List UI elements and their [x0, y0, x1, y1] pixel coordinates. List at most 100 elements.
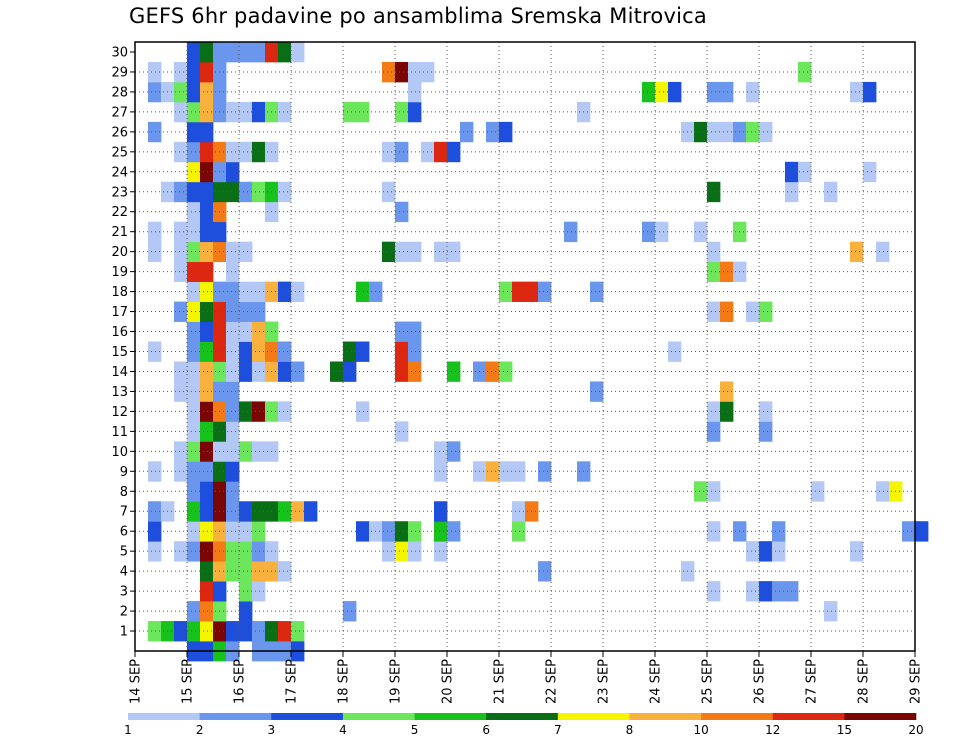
heatmap-cell — [239, 101, 253, 123]
heatmap-cell — [850, 81, 864, 103]
heatmap-cell — [408, 361, 422, 382]
heatmap-cell — [200, 601, 214, 622]
heatmap-cell — [187, 601, 201, 622]
heatmap-cell — [707, 81, 721, 103]
heatmap-cell — [148, 501, 162, 522]
legend-label: 10 — [693, 723, 708, 737]
heatmap-cell — [200, 361, 214, 382]
heatmap-cell — [239, 581, 253, 602]
heatmap-cell — [239, 42, 253, 63]
legend-label: 15 — [837, 723, 852, 737]
y-tick-label: 8 — [120, 485, 128, 500]
x-tick-label: 14 SEP — [129, 659, 144, 704]
heatmap-cell — [239, 561, 253, 582]
heatmap-cell — [148, 341, 162, 362]
heatmap-cell — [187, 501, 201, 522]
heatmap-cell — [187, 481, 201, 502]
heatmap-cell — [538, 561, 552, 582]
heatmap-cell — [902, 521, 916, 542]
heatmap-cell — [200, 401, 214, 422]
heatmap-cell — [499, 121, 513, 143]
heatmap-cell — [187, 161, 201, 183]
x-tick-label: 19 SEP — [389, 659, 404, 704]
heatmap-cell — [707, 181, 721, 203]
ticks-layer: 1234567891011121314151617181920212223242… — [111, 45, 923, 704]
heatmap-cell — [174, 241, 188, 263]
heatmap-cell — [707, 581, 721, 602]
heatmap-cell — [759, 581, 773, 602]
heatmap-cell — [239, 501, 253, 522]
heatmap-cell — [291, 281, 305, 302]
x-tick-label: 17 SEP — [285, 659, 300, 704]
y-tick-label: 20 — [111, 245, 128, 260]
heatmap-cell — [707, 121, 721, 143]
heatmap-cell — [395, 101, 409, 123]
heatmap-cell — [564, 221, 578, 243]
heatmap-cell — [486, 461, 500, 482]
heatmap-cell — [174, 621, 188, 642]
heatmap-cell — [278, 341, 292, 362]
heatmap-cell — [239, 181, 253, 203]
heatmap-cell — [174, 441, 188, 462]
heatmap-cell — [395, 201, 409, 223]
heatmap-cell — [499, 361, 513, 382]
heatmap-cell — [590, 281, 604, 302]
heatmap-cell — [226, 321, 240, 342]
heatmap-cell — [512, 461, 526, 482]
heatmap-cell — [239, 141, 253, 163]
heatmap-cell — [395, 321, 409, 342]
heatmap-cell — [200, 101, 214, 123]
heatmap-cell — [434, 501, 448, 522]
heatmap-cell — [187, 241, 201, 263]
x-tick-label: 27 SEP — [805, 659, 820, 704]
heatmap-cell — [226, 141, 240, 163]
heatmap-cell — [187, 281, 201, 302]
heatmap-cell — [330, 361, 344, 382]
heatmap-cell — [434, 541, 448, 562]
legend-swatch — [342, 713, 415, 720]
heatmap-cell — [590, 381, 604, 402]
heatmap-cell — [408, 101, 422, 123]
heatmap-cell — [278, 501, 292, 522]
heatmap-cell — [356, 521, 370, 542]
heatmap-cell — [187, 42, 201, 63]
heatmap-cell — [226, 281, 240, 302]
legend-label: 1 — [124, 723, 132, 737]
heatmap-cell — [382, 181, 396, 203]
heatmap-cell — [915, 521, 929, 542]
heatmap-cell — [252, 141, 266, 163]
heatmap-cell — [798, 161, 812, 183]
heatmap-cell — [694, 481, 708, 502]
heatmap-cell — [239, 301, 253, 322]
heatmap-cell — [382, 521, 396, 542]
legend-label: 3 — [267, 723, 275, 737]
grid-layer — [135, 42, 915, 651]
heatmap-cell — [408, 541, 422, 562]
heatmap-cell — [239, 281, 253, 302]
heatmap-cell — [187, 301, 201, 322]
heatmap-cell — [759, 421, 773, 442]
legend-label: 12 — [765, 723, 780, 737]
heatmap-cell — [395, 421, 409, 442]
heatmap-cell — [395, 141, 409, 163]
heatmap-cell — [395, 61, 409, 83]
heatmap-cell — [252, 181, 266, 203]
y-tick-label: 14 — [111, 365, 128, 380]
heatmap-cell — [252, 341, 266, 362]
x-tick-label: 21 SEP — [493, 659, 508, 704]
heatmap-cell — [148, 521, 162, 542]
heatmap-cell — [382, 541, 396, 562]
heatmap-cell — [200, 161, 214, 183]
heatmap-cell — [343, 341, 357, 362]
y-tick-label: 1 — [120, 625, 128, 640]
heatmap-cell — [395, 521, 409, 542]
heatmap-cell — [200, 501, 214, 522]
heatmap-cell — [746, 301, 760, 322]
heatmap-cell — [759, 121, 773, 143]
heatmap-cell — [200, 481, 214, 502]
heatmap-cell — [200, 421, 214, 442]
heatmap-cell — [278, 361, 292, 382]
heatmap-cell — [226, 161, 240, 183]
heatmap-cell — [200, 42, 214, 63]
heatmap-cell — [226, 401, 240, 422]
